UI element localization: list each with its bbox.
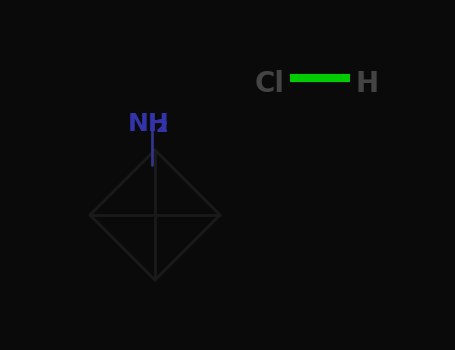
Text: Cl: Cl	[255, 70, 285, 98]
Text: 2: 2	[156, 118, 168, 136]
Text: NH: NH	[128, 112, 170, 136]
Text: H: H	[355, 70, 378, 98]
